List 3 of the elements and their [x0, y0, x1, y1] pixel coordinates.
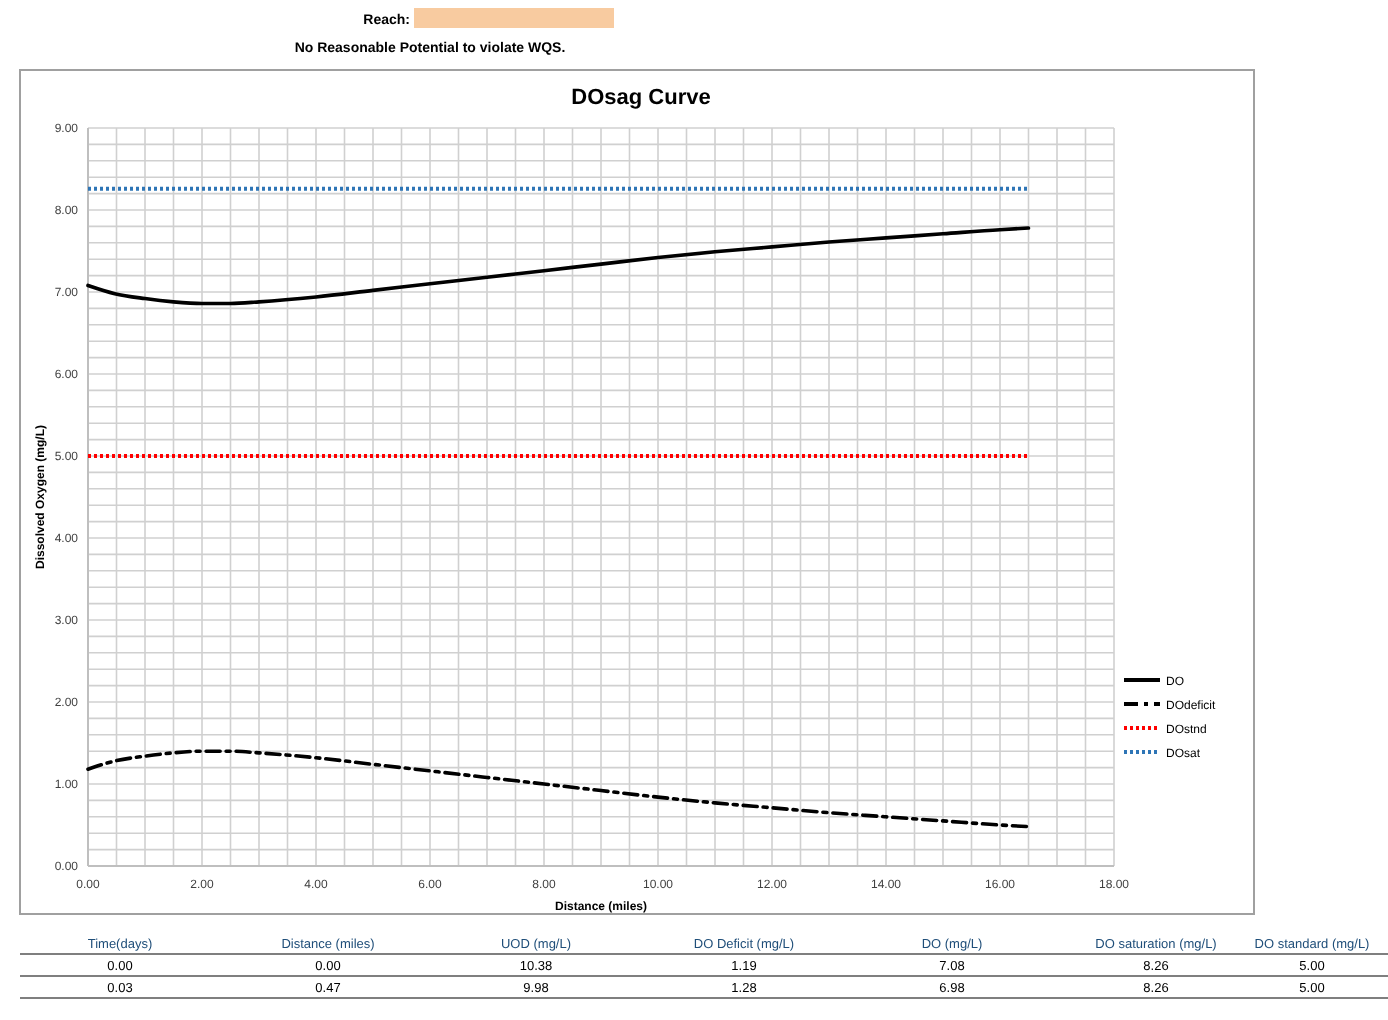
- line-series: [86, 226, 1031, 306]
- line-series: [86, 749, 1031, 829]
- chart-title: DOsag Curve: [571, 86, 711, 110]
